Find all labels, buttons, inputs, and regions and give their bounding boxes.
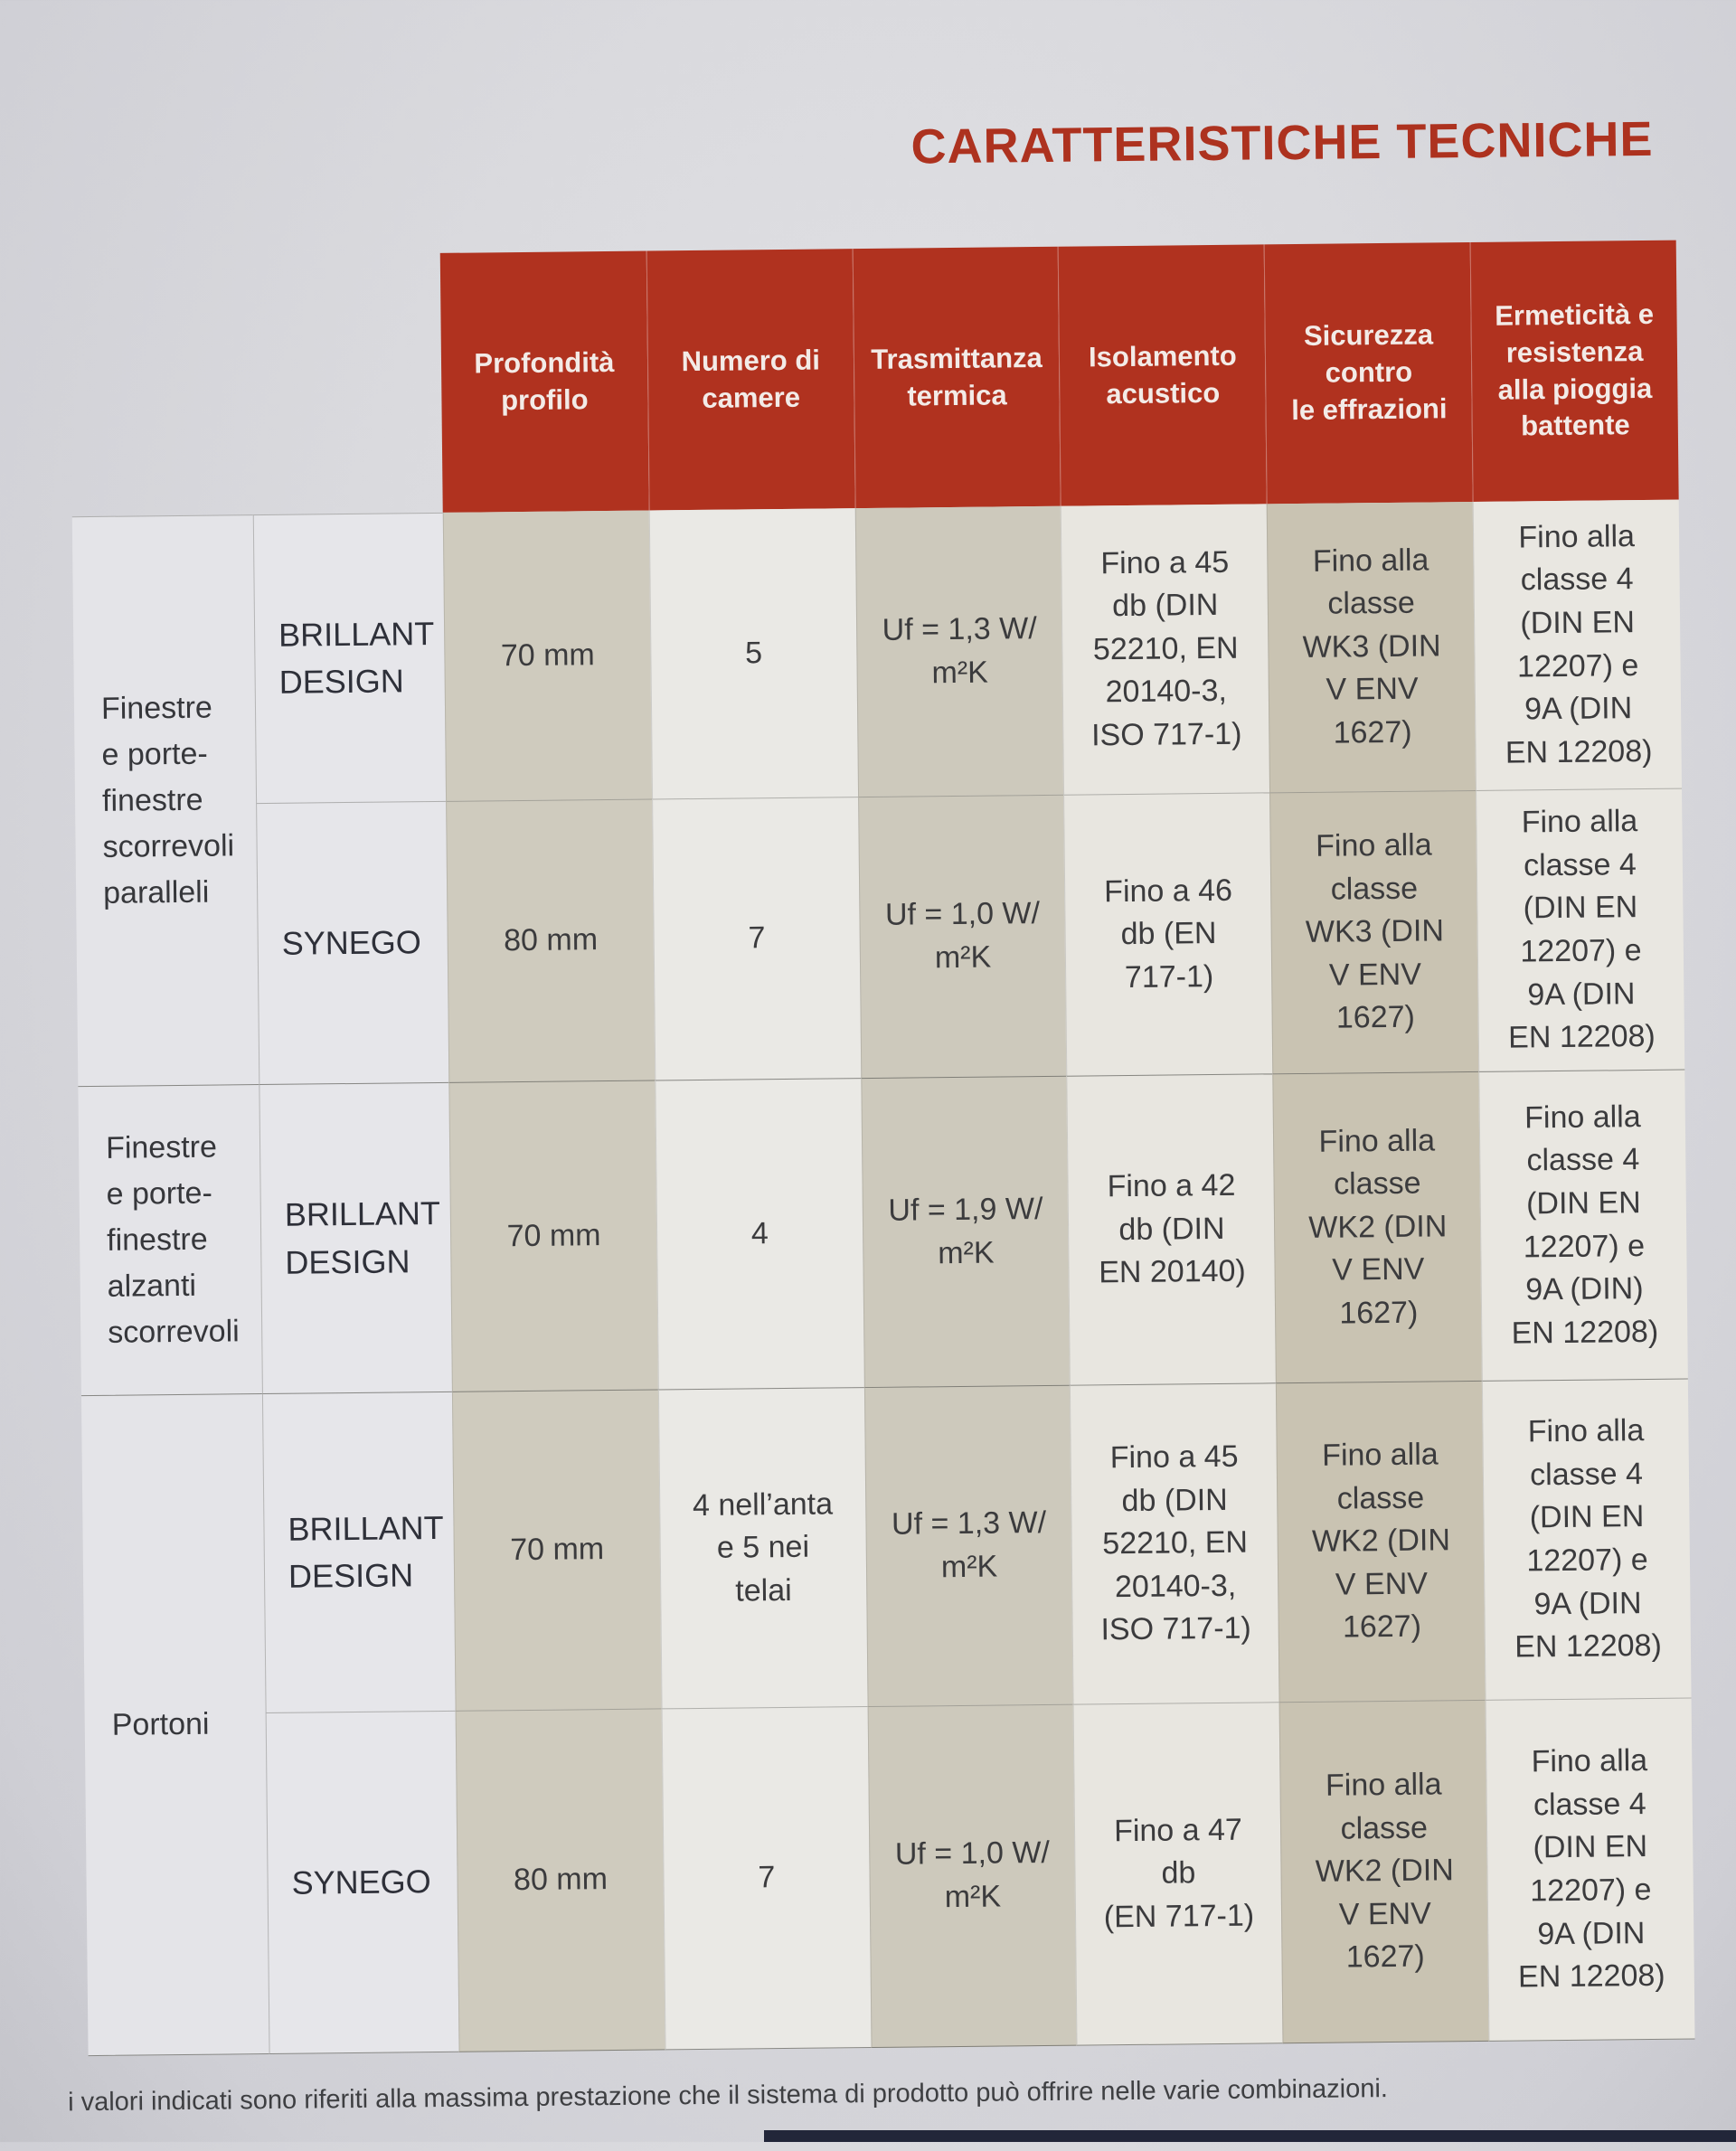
cell-sicurezza: Fino alla classe WK2 (DIN V ENV 1627) [1276,1380,1486,1703]
cell-trasmittanza: Uf = 1,0 W/ m²K [857,794,1067,1079]
cell-trasmittanza: Uf = 1,3 W/ m²K [854,505,1064,797]
cell-camere: 7 [651,797,861,1080]
cell-sicurezza: Fino alla classe WK3 (DIN V ENV 1627) [1269,789,1479,1074]
header-numero-di-camere: Numero di camere [646,249,855,511]
group-label-alzanti-scorrevoli: Finestre e porte- finestre alzanti scorr… [78,1084,262,1396]
cell-profondita: 80 mm [455,1708,665,2052]
cell-sicurezza: Fino alla classe WK3 (DIN V ENV 1627) [1267,501,1477,793]
cell-profondita: 70 mm [442,510,652,801]
cell-camere: 7 [661,1706,872,2051]
cell-isolamento: Fino a 46 db (EN 717-1) [1063,792,1273,1076]
cell-profondita: 80 mm [446,798,656,1082]
cell-isolamento: Fino a 45 db (DIN 52210, EN 20140-3, ISO… [1061,504,1270,795]
cell-isolamento: Fino a 42 db (DIN EN 20140) [1066,1073,1277,1385]
cell-camere: 5 [648,508,858,799]
header-sicurezza-effrazioni: Sicurezza contro le effrazioni [1264,241,1473,505]
product-name: SYNEGO [256,800,449,1085]
cell-profondita: 70 mm [448,1080,658,1392]
cell-trasmittanza: Uf = 1,3 W/ m²K [863,1384,1074,1707]
cell-ermeticita: Fino alla classe 4 (DIN EN 12207) e 9A (… [1485,1697,1695,2042]
bottom-page-edge-strip [763,2130,1736,2142]
product-name: SYNEGO [265,1710,459,2055]
cell-profondita: 70 mm [451,1389,662,1711]
group-label-portoni: Portoni [80,1393,269,2057]
product-name: BRILLANT DESIGN [252,512,447,804]
cell-ermeticita: Fino alla classe 4 (DIN EN 12207) e 9A (… [1472,499,1682,790]
cell-sicurezza: Fino alla classe WK2 (DIN V ENV 1627) [1278,1699,1489,2044]
cell-isolamento: Fino a 47 db (EN 717-1) [1073,1702,1283,2046]
product-name: BRILLANT DESIGN [259,1081,452,1394]
page-title: CARATTERISTICHE TECNICHE [910,111,1654,175]
cell-ermeticita: Fino alla classe 4 (DIN EN 12207) e 9A (… [1482,1378,1692,1700]
product-name: BRILLANT DESIGN [261,1391,456,1713]
header-profondita-profilo: Profondità profilo [439,250,649,513]
cell-ermeticita: Fino alla classe 4 (DIN EN 12207) e 9A (… [1478,1069,1688,1381]
header-isolamento-acustico: Isolamento acustico [1058,244,1268,506]
cell-trasmittanza: Uf = 1,0 W/ m²K [867,1703,1078,2049]
cell-trasmittanza: Uf = 1,9 W/ m²K [860,1075,1071,1388]
cell-camere: 4 [655,1078,864,1390]
header-ermeticita-pioggia: Ermeticità e resistenza alla pioggia bat… [1469,240,1679,502]
cell-sicurezza: Fino alla classe WK2 (DIN V ENV 1627) [1272,1071,1483,1383]
cell-isolamento: Fino a 45 db (DIN 52210, EN 20140-3, ISO… [1070,1382,1279,1704]
header-trasmittanza-termica: Trasmittanza termica [852,246,1061,509]
group-label-scorrevoli-paralleli: Finestre e porte- finestre scorrevoli pa… [71,514,259,1087]
header-spacer [70,253,443,516]
cell-camere: 4 nell’anta e 5 nei telai [657,1387,868,1709]
footnote: i valori indicati sono riferiti alla mas… [67,2074,1389,2118]
technical-characteristics-table: Profondità profilo Numero di camere Tras… [70,240,1695,2057]
cell-ermeticita: Fino alla classe 4 (DIN EN 12207) e 9A (… [1476,788,1685,1071]
